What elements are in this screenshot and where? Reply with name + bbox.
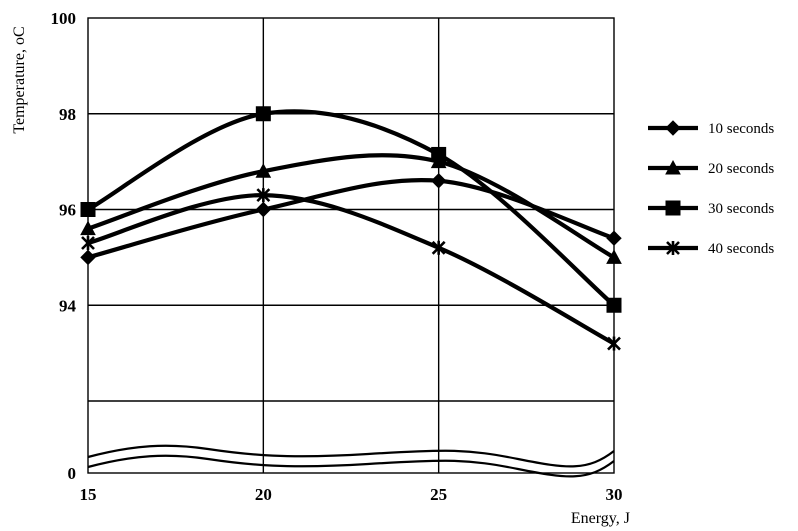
data-point — [431, 240, 446, 255]
legend-marker — [665, 120, 681, 136]
series-layer — [80, 106, 622, 351]
series-20-seconds — [80, 153, 622, 264]
series-10-seconds — [80, 173, 622, 266]
data-point — [80, 220, 96, 236]
legend-marker — [666, 241, 680, 255]
legend-marker — [665, 159, 681, 175]
y-tick-label: 98 — [59, 105, 76, 124]
series-line — [85, 109, 617, 308]
axis-break-line — [87, 454, 615, 478]
x-tick-label: 20 — [255, 485, 272, 504]
legend-item: 20 seconds — [648, 159, 774, 177]
series-40-seconds — [81, 188, 621, 351]
x-tick-label: 15 — [80, 485, 97, 504]
data-point — [255, 163, 272, 178]
data-point — [607, 336, 621, 351]
x-tick-label: 30 — [606, 485, 623, 504]
y-tick-label: 100 — [51, 9, 77, 28]
x-tick-label: 25 — [430, 485, 447, 504]
grid-layer — [87, 17, 615, 474]
y-tick-label: 0 — [68, 464, 77, 483]
data-point — [255, 106, 271, 122]
x-axis-label: Energy, J — [571, 510, 630, 527]
axis-break — [87, 444, 615, 478]
legend-item: 30 seconds — [648, 200, 774, 217]
ticks-layer: 100 98 96 94 015 20 25 30 — [51, 9, 623, 504]
data-point — [80, 202, 96, 217]
data-point — [431, 146, 447, 162]
series-line — [85, 178, 617, 260]
data-point — [80, 249, 96, 266]
legend-label: 40 seconds — [708, 241, 774, 257]
y-axis-label: Temperature, oC — [11, 26, 28, 133]
legend-label: 10 seconds — [708, 121, 774, 137]
data-point — [606, 230, 622, 246]
data-point — [255, 201, 272, 218]
y-tick-label: 94 — [59, 296, 77, 315]
legend-label: 30 seconds — [708, 201, 774, 217]
data-point — [256, 188, 271, 203]
data-point — [430, 173, 447, 189]
plot-frame — [87, 17, 615, 474]
legend-label: 20 seconds — [708, 161, 774, 177]
data-point — [606, 249, 622, 264]
series-line — [85, 153, 617, 260]
data-point — [606, 297, 622, 313]
axis-break-line — [87, 444, 615, 468]
legend: 10 seconds 20 seconds 30 seconds 40 seconds — [648, 120, 774, 257]
legend-marker — [665, 200, 681, 216]
data-point — [81, 236, 95, 251]
series-line — [85, 193, 617, 346]
y-tick-label: 96 — [59, 201, 76, 220]
legend-item: 40 seconds — [648, 241, 774, 257]
series-30-seconds — [80, 106, 622, 313]
legend-item: 10 seconds — [648, 120, 774, 137]
